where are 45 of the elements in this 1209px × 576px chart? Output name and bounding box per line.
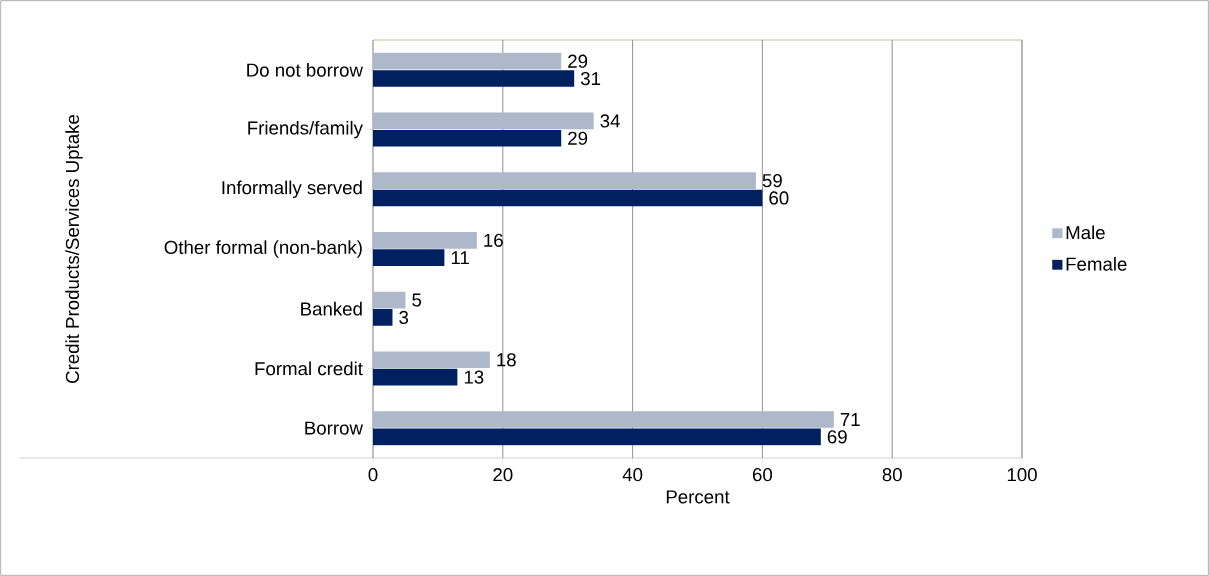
bar	[373, 411, 834, 428]
bar	[373, 129, 562, 147]
data-label: 3	[399, 310, 409, 324]
data-label: 5	[412, 293, 422, 307]
data-label: 60	[769, 191, 789, 205]
bar	[373, 52, 562, 70]
bar	[373, 189, 763, 207]
bar	[373, 428, 821, 446]
data-label: 34	[600, 114, 620, 128]
y-tick-label: Other formal (non-bank)	[164, 240, 362, 258]
y-tick-label: Borrow	[305, 421, 363, 435]
x-tick-label: 40	[622, 468, 643, 482]
data-label: 71	[840, 413, 860, 426]
bar	[373, 112, 594, 130]
x-tick-label: 80	[882, 468, 902, 482]
bar	[373, 309, 393, 326]
y-tick-label: Banked	[301, 301, 362, 316]
data-label: 69	[827, 430, 847, 444]
data-label: 31	[580, 71, 601, 86]
x-axis-title: Percent	[666, 490, 730, 504]
x-tick-label: 100	[1007, 468, 1037, 482]
bar	[373, 232, 477, 249]
data-label: 59	[762, 174, 782, 188]
data-label: 13	[464, 370, 484, 384]
legend-label: Male	[1066, 225, 1105, 240]
bar	[373, 172, 756, 189]
data-label: 29	[568, 131, 588, 145]
bar	[373, 368, 458, 386]
y-tick-label: Do not borrow	[247, 63, 363, 77]
y-tick-label: Formal credit	[255, 361, 363, 376]
y-axis-title: Credit Products/Services Uptake	[65, 115, 83, 383]
x-tick-label: 60	[752, 468, 773, 482]
y-tick-label: Friends/family	[248, 120, 363, 139]
data-label: 29	[568, 54, 588, 68]
y-tick-label: Informally served	[222, 180, 362, 198]
bar	[373, 351, 490, 369]
data-label: 11	[451, 251, 469, 265]
x-tick-label: 0	[368, 468, 378, 482]
legend-label: Female	[1066, 257, 1127, 271]
data-label: 18	[497, 353, 516, 367]
data-label: 16	[484, 233, 503, 247]
bar	[373, 291, 406, 309]
bar	[373, 70, 575, 87]
x-tick-label: 20	[493, 468, 513, 482]
bar	[373, 249, 445, 267]
